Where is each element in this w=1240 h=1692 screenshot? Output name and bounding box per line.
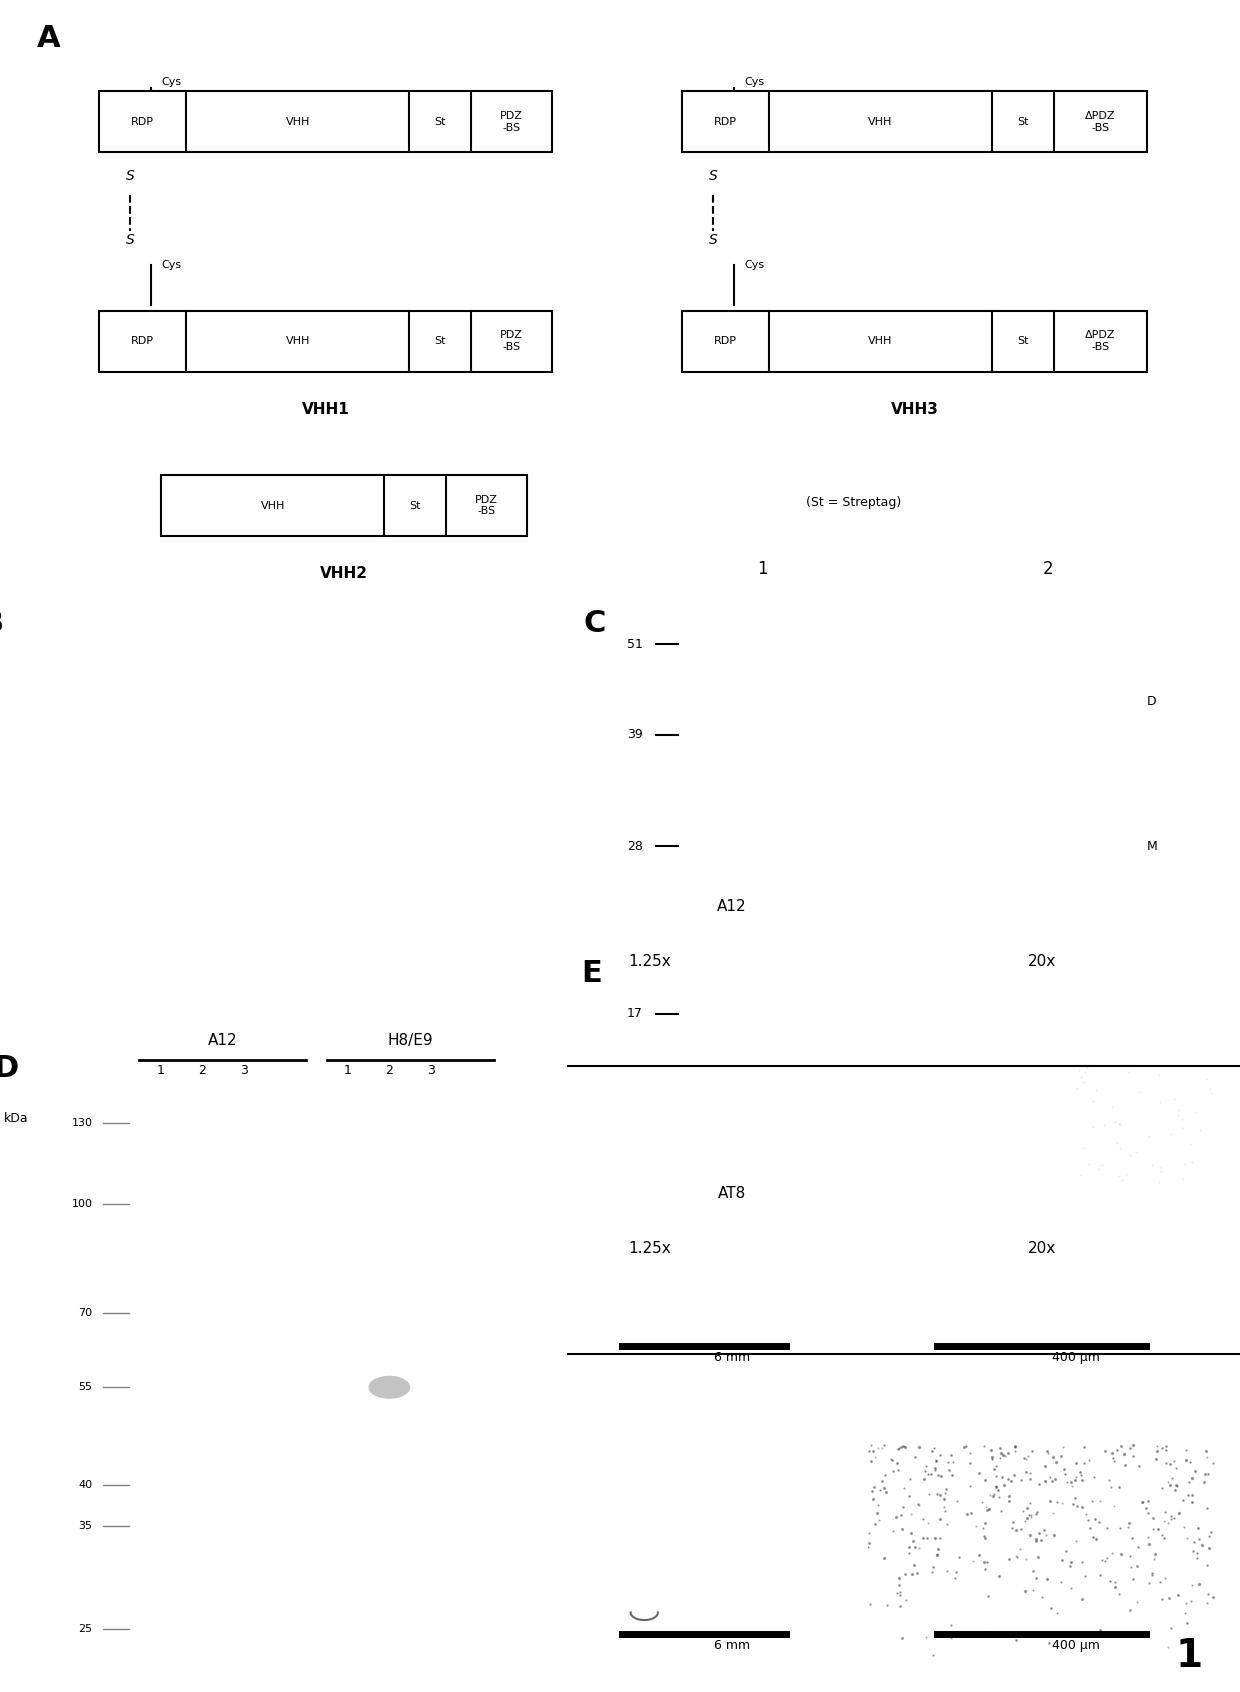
Text: 1: 1 xyxy=(110,986,125,1007)
Text: RDP: RDP xyxy=(714,337,737,347)
Bar xyxy=(99,311,552,372)
Ellipse shape xyxy=(370,667,611,799)
Text: S: S xyxy=(708,169,718,183)
Text: 3: 3 xyxy=(239,1064,248,1078)
Text: 3: 3 xyxy=(427,1064,435,1078)
Text: 2: 2 xyxy=(198,1064,206,1078)
Text: S: S xyxy=(125,232,135,247)
Ellipse shape xyxy=(689,826,837,866)
Text: ΔPDZ
-BS: ΔPDZ -BS xyxy=(1085,330,1116,352)
Text: 400 μm: 400 μm xyxy=(1053,1352,1100,1364)
Text: S: S xyxy=(708,232,718,247)
Text: 3: 3 xyxy=(482,986,497,1007)
Ellipse shape xyxy=(243,755,366,834)
Ellipse shape xyxy=(0,667,239,799)
Text: PDZ
-BS: PDZ -BS xyxy=(500,112,523,132)
Ellipse shape xyxy=(253,761,355,827)
Text: 1: 1 xyxy=(156,1064,164,1078)
Text: St: St xyxy=(409,501,422,511)
Ellipse shape xyxy=(227,744,381,843)
Text: 35: 35 xyxy=(78,1521,93,1531)
Ellipse shape xyxy=(27,684,208,782)
Text: RDP: RDP xyxy=(131,117,154,127)
Text: kDa: kDa xyxy=(4,1112,29,1125)
Text: VHH: VHH xyxy=(868,337,893,347)
Text: H8/E9: H8/E9 xyxy=(387,1034,433,1049)
Ellipse shape xyxy=(45,692,191,772)
Text: 100: 100 xyxy=(72,1198,93,1208)
Text: VHH: VHH xyxy=(868,117,893,127)
Text: 400 μm: 400 μm xyxy=(1053,1640,1100,1651)
Text: 6 mm: 6 mm xyxy=(713,1640,750,1651)
Ellipse shape xyxy=(57,699,179,765)
Text: 28: 28 xyxy=(627,839,642,853)
Text: Cys: Cys xyxy=(161,261,181,271)
Text: Cys: Cys xyxy=(744,261,764,271)
Text: 39: 39 xyxy=(627,728,642,741)
Text: ΔPDZ
-BS: ΔPDZ -BS xyxy=(1085,112,1116,132)
Text: VHH1: VHH1 xyxy=(301,403,350,416)
Text: A: A xyxy=(37,24,61,54)
Text: 51: 51 xyxy=(627,638,642,651)
Text: 1.25x: 1.25x xyxy=(629,1242,671,1255)
Text: D: D xyxy=(0,1054,19,1083)
Text: E: E xyxy=(582,959,603,988)
Ellipse shape xyxy=(202,728,407,860)
Text: 130: 130 xyxy=(72,1118,93,1129)
Bar xyxy=(99,91,552,152)
Ellipse shape xyxy=(429,699,551,765)
Text: 25: 25 xyxy=(78,1624,93,1634)
Text: 2: 2 xyxy=(1043,560,1053,579)
Text: A12: A12 xyxy=(717,898,746,914)
Ellipse shape xyxy=(694,998,831,1029)
Ellipse shape xyxy=(399,684,580,782)
Text: PDZ
-BS: PDZ -BS xyxy=(500,330,523,352)
Text: 1: 1 xyxy=(758,560,768,579)
Text: A12: A12 xyxy=(208,1034,238,1049)
Text: 2: 2 xyxy=(296,986,311,1007)
Text: AT8: AT8 xyxy=(718,1186,745,1201)
Text: RDP: RDP xyxy=(131,337,154,347)
Text: 2: 2 xyxy=(386,1064,393,1078)
Text: 40: 40 xyxy=(78,1480,93,1491)
Text: 17: 17 xyxy=(627,1007,642,1020)
Text: St: St xyxy=(434,337,446,347)
Text: VHH: VHH xyxy=(260,501,285,511)
Text: 55: 55 xyxy=(78,1382,93,1393)
Text: 1: 1 xyxy=(1176,1638,1203,1675)
Text: 1.25x: 1.25x xyxy=(629,954,671,968)
Text: 70: 70 xyxy=(78,1308,93,1318)
Text: 6 mm: 6 mm xyxy=(713,1352,750,1364)
Text: VHH: VHH xyxy=(285,337,310,347)
Bar xyxy=(682,91,1147,152)
Text: 20x: 20x xyxy=(1028,954,1055,968)
Text: B: B xyxy=(0,609,4,638)
Ellipse shape xyxy=(417,692,563,772)
Text: M: M xyxy=(1147,839,1158,853)
Ellipse shape xyxy=(368,1376,410,1399)
Text: PDZ
-BS: PDZ -BS xyxy=(475,494,498,516)
Text: St: St xyxy=(434,117,446,127)
Text: VHH3: VHH3 xyxy=(890,403,939,416)
Text: Cys: Cys xyxy=(161,78,181,88)
Ellipse shape xyxy=(972,824,1123,868)
Text: 20x: 20x xyxy=(1028,1242,1055,1255)
Text: St: St xyxy=(1017,117,1029,127)
Text: St: St xyxy=(1017,337,1029,347)
Text: D: D xyxy=(1147,695,1157,709)
Text: Cys: Cys xyxy=(744,78,764,88)
Text: RDP: RDP xyxy=(714,117,737,127)
Text: (St = Streptag): (St = Streptag) xyxy=(806,496,901,509)
Bar xyxy=(682,311,1147,372)
Bar xyxy=(161,475,527,536)
Ellipse shape xyxy=(975,682,1121,721)
Text: VHH: VHH xyxy=(285,117,310,127)
Text: 1: 1 xyxy=(343,1064,352,1078)
Text: C: C xyxy=(584,609,606,638)
Text: VHH2: VHH2 xyxy=(320,567,368,582)
Text: S: S xyxy=(125,169,135,183)
